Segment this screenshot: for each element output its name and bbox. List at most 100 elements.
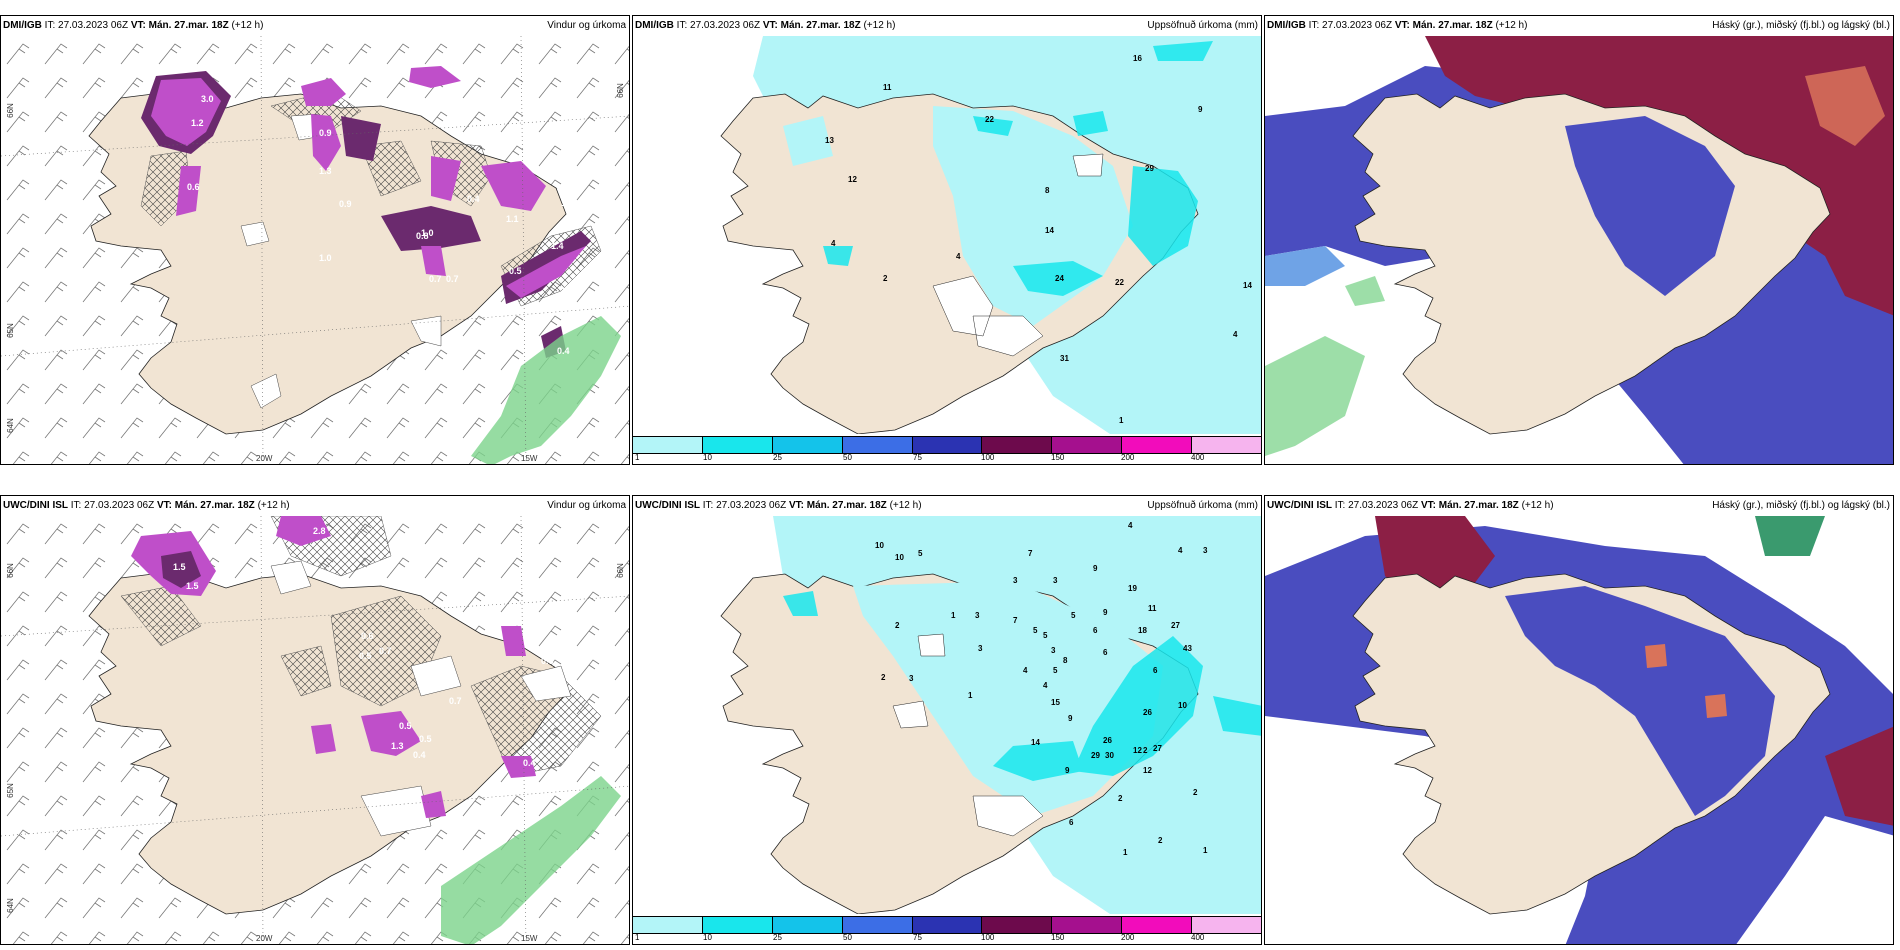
accum-value: 12 [1133, 746, 1142, 755]
accum-value: 4 [831, 239, 836, 248]
precip-label: 0.4 [413, 750, 426, 760]
map-accum-precip [720, 36, 1261, 436]
map-wind-precip [1, 516, 629, 944]
init-time: IT: 27.03.2023 06Z [44, 20, 129, 31]
precip-label: 0.6 [421, 666, 434, 676]
accum-value: 3 [975, 611, 980, 620]
precip-label: 0.9 [339, 199, 352, 209]
legend-tick: 25 [773, 453, 782, 462]
legend-swatch [1192, 917, 1261, 933]
accum-value: 16 [1133, 54, 1142, 63]
accum-value: 24 [1055, 274, 1064, 283]
panel-title: Háský (gr.), miðský (fj.bl.) og lágský (… [1712, 500, 1890, 511]
lon-label: 15W [521, 934, 538, 943]
panel-wind-precip-dmi: DMI/IGB IT: 27.03.2023 06Z VT: Mán. 27.m… [0, 15, 630, 465]
precip-label: 1.4 [551, 241, 564, 251]
legend-bar [633, 436, 1261, 454]
precip-purple [151, 66, 586, 298]
precip-color-legend: 1 10 25 50 75 100 150 200 400 [633, 914, 1261, 944]
accum-value: 19 [1128, 584, 1137, 593]
lead-time: (+12 h) [231, 20, 264, 31]
init-time: IT: 27.03.2023 06Z [1308, 20, 1393, 31]
accum-value: 5 [1053, 666, 1058, 675]
accum-value: 14 [1243, 281, 1252, 290]
accum-value: 8 [1063, 656, 1068, 665]
legend-tick: 75 [913, 933, 922, 942]
accum-value: 6 [1093, 626, 1098, 635]
precip-label: 0.6 [541, 656, 554, 666]
legend-tick: 150 [1051, 453, 1065, 462]
precip-label: 0.8 [416, 231, 429, 241]
green-precip [471, 316, 621, 464]
precip-label: 0.4 [523, 758, 536, 768]
legend-tick: 10 [703, 453, 712, 462]
accum-value: 29 [1145, 164, 1154, 173]
precip-label: 1.2 [191, 118, 204, 128]
precip-label: 0.4 [467, 194, 480, 204]
accum-value: 29 [1091, 751, 1100, 760]
accum-value: 7 [1028, 549, 1033, 558]
accum-value: 22 [985, 115, 994, 124]
legend-tick: 25 [773, 933, 782, 942]
panel-clouds-uwc: UWC/DINI ISL IT: 27.03.2023 06Z VT: Mán.… [1264, 495, 1894, 945]
legend-tick: 100 [981, 453, 995, 462]
panel-header: DMI/IGB IT: 27.03.2023 06Z VT: Mán. 27.m… [1, 16, 629, 36]
panel-title: Vindur og úrkoma [547, 20, 626, 31]
valid-label: VT: [762, 20, 778, 31]
panel-wind-precip-uwc: UWC/DINI ISL IT: 27.03.2023 06Z VT: Mán.… [0, 495, 630, 945]
accum-value: 6 [1153, 666, 1158, 675]
accum-value: 43 [1183, 644, 1192, 653]
accum-value: 12 [1143, 766, 1152, 775]
orange-overlap [1805, 66, 1885, 146]
legend-swatch [1122, 437, 1193, 453]
precip-label: 1.5 [173, 562, 186, 572]
accum-value: 1 [1123, 848, 1128, 857]
header-meta: UWC/DINI ISL IT: 27.03.2023 06Z VT: Mán.… [1267, 496, 1554, 516]
legend-swatch [772, 437, 843, 453]
cyan-mid-area [783, 591, 1261, 781]
accum-value: 11 [883, 83, 892, 92]
valid-time: Mán. 27.mar. 18Z [780, 20, 861, 31]
model-source: UWC/DINI ISL [635, 500, 700, 511]
precip-label: 1.3 [391, 741, 404, 751]
panel-clouds-dmi: DMI/IGB IT: 27.03.2023 06Z VT: Mán. 27.m… [1264, 15, 1894, 465]
precip-label: 2.8 [313, 526, 326, 536]
precip-label: 0.5 [359, 651, 372, 661]
precip-label: 0.4 [557, 346, 570, 356]
accum-value: 2 [1193, 788, 1198, 797]
high-cloud-maroon [1375, 516, 1893, 826]
valid-time: Mán. 27.mar. 18Z [806, 500, 887, 511]
accum-value: 2 [1158, 836, 1163, 845]
accum-value: 2 [883, 274, 888, 283]
accum-value: 2 [895, 621, 900, 630]
legend-swatch [633, 917, 703, 933]
panel-title: Uppsöfnuð úrkoma (mm) [1147, 500, 1258, 511]
legend-tick: 75 [913, 453, 922, 462]
accum-value: 3 [978, 644, 983, 653]
legend-tick: 200 [1121, 933, 1135, 942]
panel-header: UWC/DINI ISL IT: 27.03.2023 06Z VT: Mán.… [1, 496, 629, 516]
precip-label: 0.5 [509, 266, 522, 276]
green-precip [441, 776, 621, 944]
lon-label: 15W [521, 454, 538, 463]
accum-value: 26 [1143, 708, 1152, 717]
legend-swatch [912, 437, 983, 453]
legend-ticks: 1 10 25 50 75 100 150 200 400 [633, 452, 1261, 464]
precip-label: 2.0 [373, 66, 386, 76]
accum-value: 1 [968, 691, 973, 700]
precip-label: 1.0 [319, 253, 332, 263]
precip-label: 1.4 [561, 198, 574, 208]
lead-time: (+12 h) [1521, 500, 1554, 511]
valid-time: Mán. 27.mar. 18Z [1438, 500, 1519, 511]
legend-swatch [702, 437, 773, 453]
legend-swatch [1052, 917, 1123, 933]
accum-value: 14 [1031, 738, 1040, 747]
accum-value: 4 [1023, 666, 1028, 675]
valid-time: Mán. 27.mar. 18Z [1412, 20, 1493, 31]
precip-purple [131, 516, 536, 818]
legend-swatch [982, 917, 1053, 933]
lat-label: 66N [5, 103, 15, 118]
accum-value: 2 [1143, 746, 1148, 755]
valid-label: VT: [1420, 500, 1436, 511]
orange-overlap [1645, 644, 1727, 718]
